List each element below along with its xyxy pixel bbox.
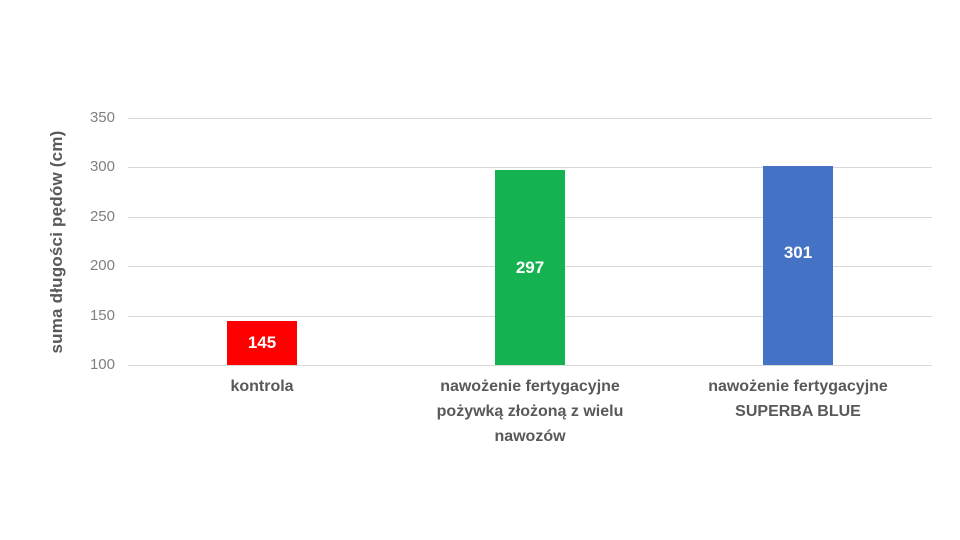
y-tick-label: 300 bbox=[89, 158, 115, 176]
y-tick-label: 150 bbox=[89, 306, 115, 324]
y-tick-label: 350 bbox=[89, 109, 115, 126]
bar-value-label: 297 bbox=[515, 257, 545, 277]
bar bbox=[495, 170, 565, 365]
bar-value-label: 301 bbox=[783, 242, 813, 262]
bar bbox=[227, 320, 297, 365]
y-tick-label: 100 bbox=[89, 356, 115, 373]
bar bbox=[763, 166, 833, 365]
gridline bbox=[128, 365, 932, 366]
category-label: nawożenie fertygacyjne pożywką złożoną z… bbox=[436, 378, 624, 445]
gridline bbox=[128, 167, 932, 169]
y-axis-title: suma długości pędów (cm) bbox=[47, 130, 66, 354]
category-label: kontrola bbox=[230, 378, 294, 395]
bar-value-label: 145 bbox=[247, 332, 277, 352]
y-tick-label: 200 bbox=[89, 257, 115, 275]
category-label: nawożenie fertygacyjne SUPERBA BLUE bbox=[708, 378, 888, 420]
y-tick-label: 250 bbox=[89, 207, 115, 225]
gridline bbox=[128, 118, 932, 119]
